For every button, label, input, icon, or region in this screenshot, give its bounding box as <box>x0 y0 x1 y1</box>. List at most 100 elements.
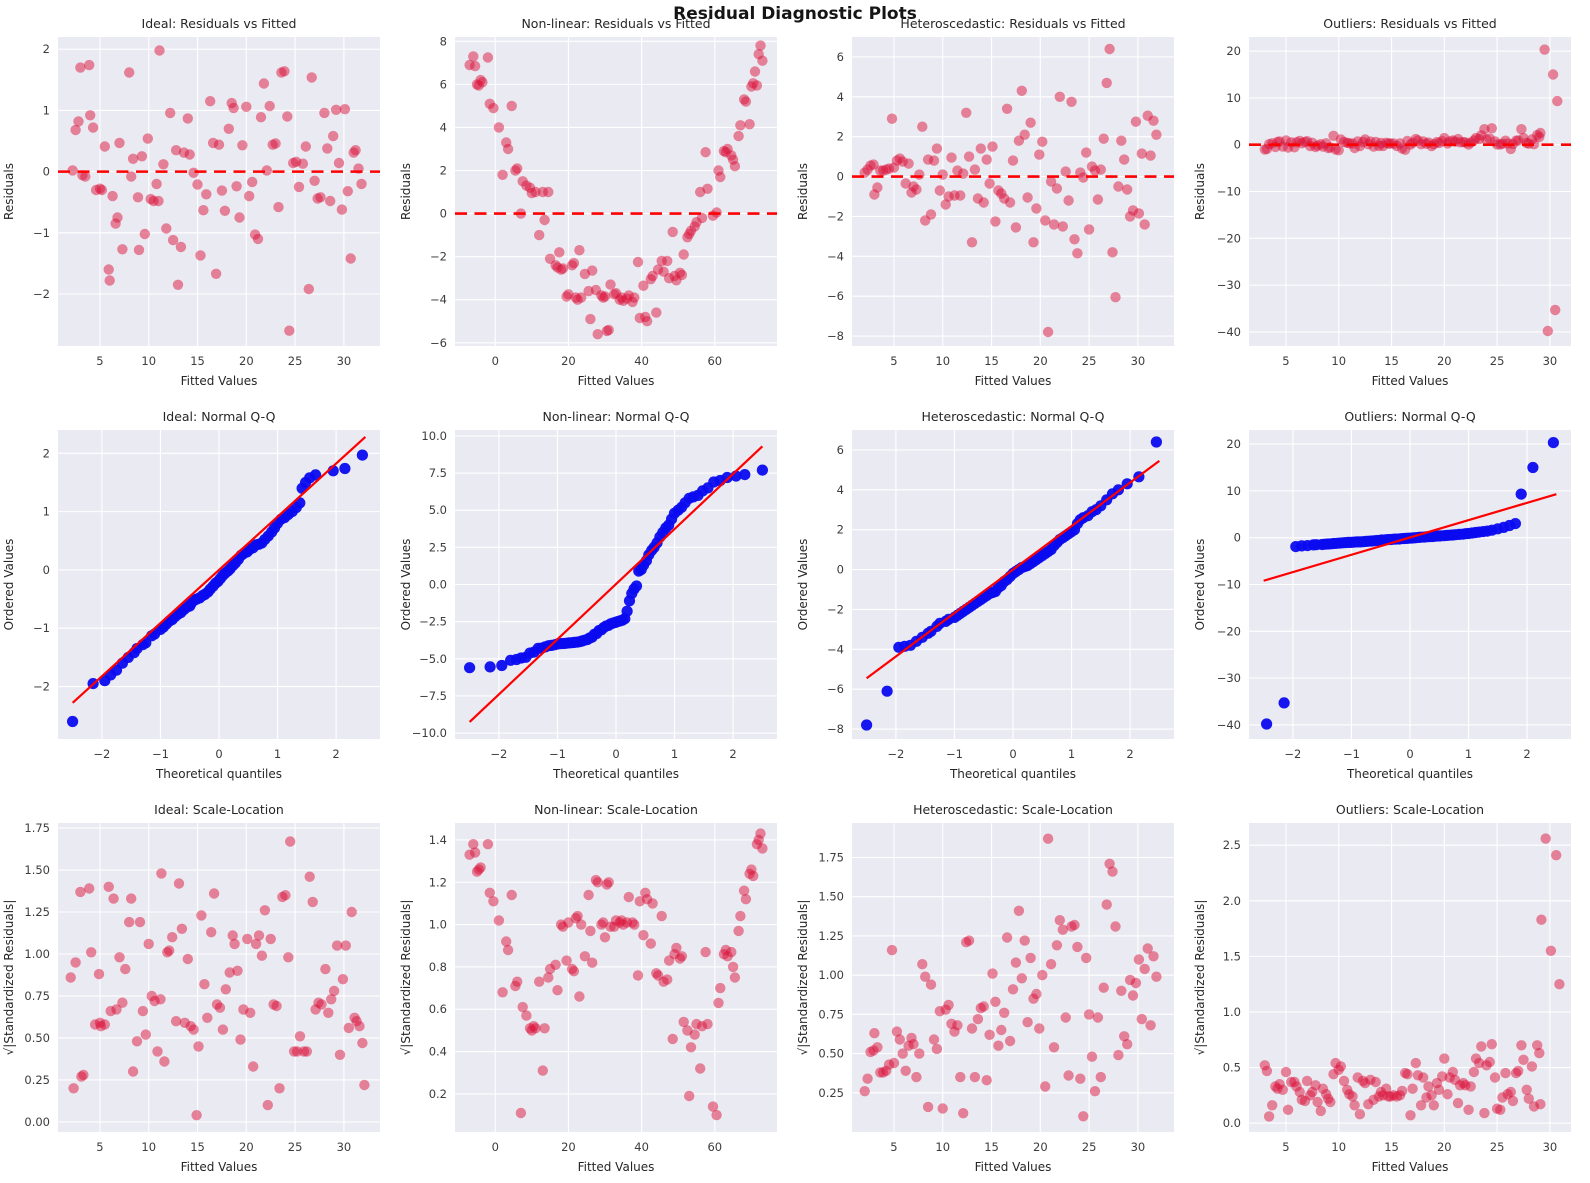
ideal-normal-qq-chart: −2 −1 0 1 2 −2 −1 0 1 2 Ideal: Normal Q-Q Theoretic… <box>2 409 380 781</box>
svg-text:5: 5 <box>96 354 103 368</box>
svg-text:Outliers: Residuals vs Fitted: Outliers: Residuals vs Fitted <box>1323 16 1496 31</box>
svg-text:30: 30 <box>1543 1140 1558 1154</box>
svg-text:0: 0 <box>440 207 447 221</box>
svg-text:20: 20 <box>1437 354 1452 368</box>
subplot-heteroscedastic-normal-qq: −2 −1 0 1 2 −8 −6 −4 −2 0 2 4 6 Heteroscedastic: Norm… <box>794 393 1191 786</box>
svg-text:−20: −20 <box>1217 624 1241 638</box>
svg-text:20: 20 <box>561 354 576 368</box>
svg-text:Ordered Values: Ordered Values <box>796 539 810 631</box>
svg-text:0: 0 <box>1234 531 1241 545</box>
svg-text:−1: −1 <box>33 226 50 240</box>
svg-text:2.0: 2.0 <box>1223 894 1241 908</box>
svg-text:1.2: 1.2 <box>429 875 447 889</box>
svg-text:0.6: 0.6 <box>429 1002 447 1016</box>
svg-text:0.25: 0.25 <box>818 1086 844 1100</box>
svg-text:2: 2 <box>43 42 50 56</box>
svg-text:−1: −1 <box>33 621 50 635</box>
svg-text:20: 20 <box>1033 354 1048 368</box>
svg-text:0.50: 0.50 <box>24 1031 50 1045</box>
svg-text:0: 0 <box>1009 747 1016 761</box>
svg-text:1.00: 1.00 <box>818 968 844 982</box>
svg-text:1: 1 <box>274 747 281 761</box>
svg-text:−2: −2 <box>827 209 844 223</box>
svg-text:Ideal: Scale-Location: Ideal: Scale-Location <box>154 802 284 817</box>
svg-text:Fitted Values: Fitted Values <box>181 1160 258 1174</box>
svg-text:0: 0 <box>1234 138 1241 152</box>
svg-text:−8: −8 <box>827 329 844 343</box>
svg-text:0: 0 <box>837 170 844 184</box>
subplot-ideal-normal-qq: −2 −1 0 1 2 −2 −1 0 1 2 Ideal: Normal Q-Q Theoretic… <box>0 393 397 786</box>
svg-text:−2: −2 <box>887 747 904 761</box>
svg-text:−40: −40 <box>1217 325 1241 339</box>
svg-text:2: 2 <box>837 130 844 144</box>
svg-text:Outliers: Scale-Location: Outliers: Scale-Location <box>1336 802 1484 817</box>
svg-text:Theoretical quantiles: Theoretical quantiles <box>552 767 679 781</box>
svg-text:−20: −20 <box>1217 231 1241 245</box>
svg-text:20: 20 <box>239 354 254 368</box>
svg-text:−1: −1 <box>152 747 169 761</box>
svg-text:15: 15 <box>190 1140 205 1154</box>
svg-text:−30: −30 <box>1217 671 1241 685</box>
svg-text:−10: −10 <box>1217 185 1241 199</box>
svg-text:0: 0 <box>215 747 222 761</box>
svg-text:10: 10 <box>141 1140 156 1154</box>
svg-text:15: 15 <box>984 354 999 368</box>
svg-text:0.00: 0.00 <box>24 1115 50 1129</box>
svg-text:1.25: 1.25 <box>24 905 50 919</box>
svg-text:40: 40 <box>634 1140 649 1154</box>
svg-text:0.25: 0.25 <box>24 1073 50 1087</box>
svg-text:Non-linear: Normal Q-Q: Non-linear: Normal Q-Q <box>543 409 690 424</box>
svg-text:1: 1 <box>1465 747 1472 761</box>
svg-text:20: 20 <box>1437 1140 1452 1154</box>
svg-text:30: 30 <box>1131 1140 1146 1154</box>
svg-text:Heteroscedastic: Residuals vs: Heteroscedastic: Residuals vs Fitted <box>900 16 1125 31</box>
svg-text:−2: −2 <box>33 680 50 694</box>
heteroscedastic-scale-location-chart: 5 10 15 20 25 30 0.25 0.50 0.75 1.00 1.25 1.50 1.75 H… <box>796 802 1174 1174</box>
svg-text:−2: −2 <box>1284 747 1301 761</box>
svg-text:Ideal: Normal Q-Q: Ideal: Normal Q-Q <box>163 409 276 424</box>
svg-text:20: 20 <box>239 1140 254 1154</box>
svg-text:1.5: 1.5 <box>1223 949 1241 963</box>
svg-text:2: 2 <box>1126 747 1133 761</box>
svg-text:1.50: 1.50 <box>818 890 844 904</box>
svg-text:Residuals: Residuals <box>796 163 810 220</box>
svg-text:25: 25 <box>288 354 303 368</box>
svg-text:2: 2 <box>1523 747 1530 761</box>
svg-text:−6: −6 <box>827 289 844 303</box>
svg-text:Non-linear: Residuals vs Fitte: Non-linear: Residuals vs Fitted <box>521 16 710 31</box>
subplot-nonlinear-residuals-vs-fitted: 0 20 40 60 −6 −4 −2 0 2 4 6 8 Non-linear: Residuals … <box>397 0 794 393</box>
svg-text:1.25: 1.25 <box>818 929 844 943</box>
outliers-scale-location-chart: 5 10 15 20 25 30 0.0 0.5 1.0 1.5 2.0 2.5 Outliers: S… <box>1193 802 1571 1174</box>
svg-text:25: 25 <box>1490 1140 1505 1154</box>
svg-text:4: 4 <box>440 120 447 134</box>
svg-text:Fitted Values: Fitted Values <box>1372 1160 1449 1174</box>
svg-text:1.0: 1.0 <box>429 918 447 932</box>
svg-text:−30: −30 <box>1217 278 1241 292</box>
svg-text:0: 0 <box>43 165 50 179</box>
ideal-scale-location-chart: 5 10 15 20 25 30 0.00 0.25 0.50 0.75 1.00 1.25 1.50 1… <box>2 802 380 1174</box>
svg-text:30: 30 <box>1131 354 1146 368</box>
subplot-nonlinear-normal-qq: −2 −1 0 1 2 −10.0 −7.5 −5.0 −2.5 0.0 2.5 5.0 7.5 10.0… <box>397 393 794 786</box>
svg-text:−1: −1 <box>549 747 566 761</box>
subplot-outliers-scale-location: 5 10 15 20 25 30 0.0 0.5 1.0 1.5 2.0 2.5 Outliers: S… <box>1191 786 1588 1179</box>
svg-text:6: 6 <box>440 77 447 91</box>
svg-text:−2.5: −2.5 <box>419 615 447 629</box>
svg-text:−2: −2 <box>33 287 50 301</box>
svg-text:√|Standardized Residuals|: √|Standardized Residuals| <box>1193 900 1207 1056</box>
svg-text:1.4: 1.4 <box>429 833 447 847</box>
svg-text:5: 5 <box>890 1140 897 1154</box>
svg-text:10: 10 <box>141 354 156 368</box>
svg-text:−10: −10 <box>1217 578 1241 592</box>
nonlinear-normal-qq-chart: −2 −1 0 1 2 −10.0 −7.5 −5.0 −2.5 0.0 2.5 5.0 7.5 10.0… <box>399 409 777 781</box>
svg-text:25: 25 <box>288 1140 303 1154</box>
svg-text:15: 15 <box>190 354 205 368</box>
svg-text:Ideal: Residuals vs Fitted: Ideal: Residuals vs Fitted <box>142 16 297 31</box>
svg-text:Theoretical quantiles: Theoretical quantiles <box>949 767 1076 781</box>
svg-text:−4: −4 <box>430 293 447 307</box>
svg-text:Heteroscedastic: Normal Q-Q: Heteroscedastic: Normal Q-Q <box>921 409 1104 424</box>
svg-text:10.0: 10.0 <box>421 429 447 443</box>
svg-text:Fitted Values: Fitted Values <box>975 1160 1052 1174</box>
nonlinear-scale-location-chart: 0 20 40 60 0.2 0.4 0.6 0.8 1.0 1.2 1.4 Non-linear: … <box>399 802 777 1174</box>
